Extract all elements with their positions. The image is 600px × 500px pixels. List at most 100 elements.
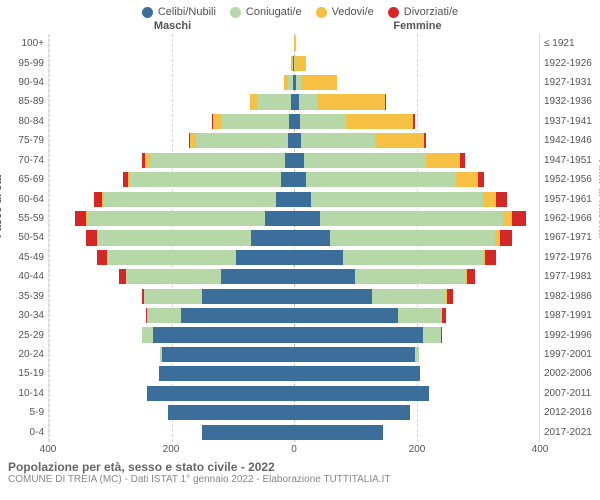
bar-segment <box>375 133 424 148</box>
bar-segment <box>276 192 294 207</box>
bar-segment <box>251 230 294 245</box>
legend-swatch <box>142 7 153 18</box>
bar-segment <box>294 366 420 381</box>
female-bar <box>294 114 539 129</box>
birth-tick: 2012-2016 <box>544 403 596 422</box>
birth-tick: 1922-1926 <box>544 53 596 72</box>
bar-segment <box>98 230 251 245</box>
birth-tick: 1997-2001 <box>544 345 596 364</box>
bar-segment <box>126 269 221 284</box>
age-tick: 50-54 <box>4 228 44 247</box>
bar-segment <box>97 250 107 265</box>
bar-segment <box>257 94 291 109</box>
female-bar <box>294 405 539 420</box>
bar-segment <box>294 405 410 420</box>
bar-segment <box>294 153 304 168</box>
female-bar <box>294 211 539 226</box>
age-tick: 20-24 <box>4 345 44 364</box>
bar-segment <box>147 386 294 401</box>
age-tick: 0-4 <box>4 422 44 441</box>
legend-swatch <box>316 7 327 18</box>
age-tick: 70-74 <box>4 151 44 170</box>
birth-tick: 1962-1966 <box>544 209 596 228</box>
age-tick: 45-49 <box>4 248 44 267</box>
gridline <box>539 34 540 442</box>
bar-row <box>49 228 539 247</box>
female-bar <box>294 386 539 401</box>
bar-row <box>49 151 539 170</box>
male-bar <box>49 36 294 51</box>
female-bar <box>294 250 539 265</box>
bar-row <box>49 364 539 383</box>
birth-tick: 2007-2011 <box>544 384 596 403</box>
bar-segment <box>456 172 477 187</box>
y-axis-label-left: Fasce di età <box>0 175 4 238</box>
birth-tick: 1977-1981 <box>544 267 596 286</box>
bar-segment <box>294 386 429 401</box>
bar-segment <box>426 153 460 168</box>
bar-segment <box>294 133 301 148</box>
legend-item: Coniugati/e <box>230 6 302 18</box>
bar-segment <box>294 425 383 440</box>
x-tick: 400 <box>532 444 549 455</box>
birth-tick: 1982-1986 <box>544 286 596 305</box>
bar-segment <box>162 347 294 362</box>
male-bar <box>49 327 294 342</box>
age-tick: 85-89 <box>4 92 44 111</box>
bar-segment <box>213 114 222 129</box>
y-axis-label-right: Anni di nascita <box>596 160 600 238</box>
bar-segment <box>301 133 375 148</box>
bar-segment <box>343 250 483 265</box>
bar-segment <box>107 250 236 265</box>
bar-segment <box>441 327 442 342</box>
birth-tick: 1947-1951 <box>544 151 596 170</box>
bar-segment <box>500 230 512 245</box>
bar-segment <box>104 192 276 207</box>
age-tick: 15-19 <box>4 364 44 383</box>
chart-subtitle: COMUNE DI TREIA (MC) - Dati ISTAT 1° gen… <box>8 474 592 485</box>
female-bar <box>294 172 539 187</box>
birth-tick: 1952-1956 <box>544 170 596 189</box>
bar-segment <box>503 211 512 226</box>
female-bar <box>294 153 539 168</box>
bar-segment <box>294 327 423 342</box>
footer: Popolazione per età, sesso e stato civil… <box>0 456 600 485</box>
female-bar <box>294 425 539 440</box>
birth-tick: 2017-2021 <box>544 422 596 441</box>
plot <box>48 34 540 442</box>
bar-segment <box>202 289 294 304</box>
chart-area: Fasce di età Anni di nascita 100+95-9990… <box>0 34 600 442</box>
age-tick: 10-14 <box>4 384 44 403</box>
male-bar <box>49 308 294 323</box>
age-tick: 65-69 <box>4 170 44 189</box>
bar-segment <box>317 94 384 109</box>
x-axis: 4002000200400 <box>0 442 600 456</box>
birth-tick: 1967-1971 <box>544 228 596 247</box>
bar-segment <box>159 366 294 381</box>
bar-segment <box>94 192 103 207</box>
bar-row <box>49 131 539 150</box>
bar-segment <box>413 114 414 129</box>
bar-row <box>49 286 539 305</box>
bar-row <box>49 403 539 422</box>
bar-row <box>49 325 539 344</box>
bar-segment <box>294 36 296 51</box>
age-tick: 100+ <box>4 34 44 53</box>
female-bar <box>294 36 539 51</box>
male-bar <box>49 114 294 129</box>
bar-segment <box>281 172 294 187</box>
bar-segment <box>250 94 257 109</box>
age-tick: 55-59 <box>4 209 44 228</box>
age-tick: 95-99 <box>4 53 44 72</box>
bar-segment <box>424 133 426 148</box>
female-bar <box>294 75 539 90</box>
legend-swatch <box>230 7 241 18</box>
male-bar <box>49 347 294 362</box>
bar-row <box>49 422 539 441</box>
male-bar <box>49 405 294 420</box>
male-bar <box>49 172 294 187</box>
bar-segment <box>355 269 465 284</box>
male-bar <box>49 425 294 440</box>
bar-segment <box>75 211 86 226</box>
bar-row <box>49 92 539 111</box>
